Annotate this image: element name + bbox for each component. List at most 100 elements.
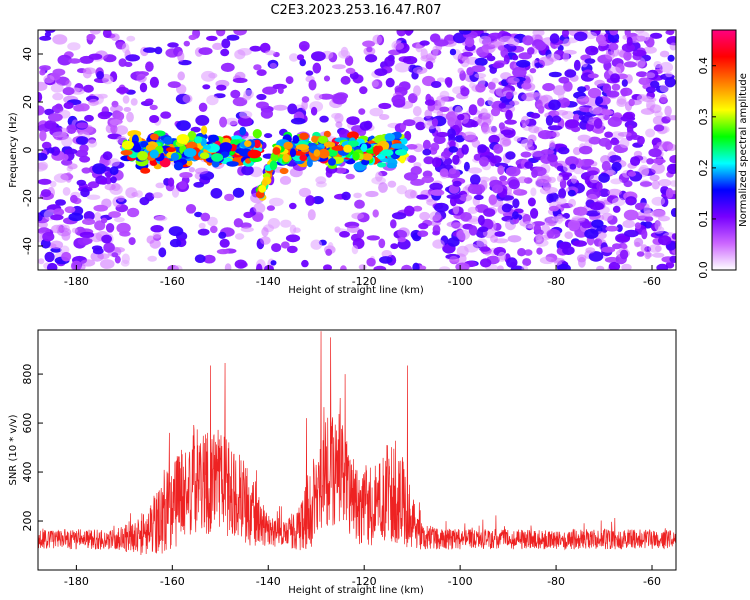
spectrogram-cell (64, 148, 78, 155)
colorbar-tick-label: 0.0 (697, 261, 710, 279)
spectrogram-cell (612, 205, 621, 213)
spectrogram-cell (261, 227, 269, 237)
spectrogram-cell (461, 56, 470, 64)
spectrogram-signal-cell (306, 159, 313, 168)
spectrogram-cell (669, 255, 676, 263)
spectrogram-cell (626, 124, 634, 134)
spectrogram-cell (476, 238, 488, 248)
spectrogram-cell (609, 138, 620, 146)
spectrogram-cell (463, 161, 470, 172)
spectrogram-cell (548, 99, 561, 111)
spectrogram-cell (216, 30, 226, 37)
spectrogram-cell (424, 109, 433, 119)
spectrogram-cell (595, 34, 606, 44)
spectrogram-cell (585, 45, 599, 56)
spectrogram-cell (634, 241, 641, 248)
spectrogram-cell (659, 84, 670, 93)
spectrogram-cell (62, 87, 75, 96)
spectrogram-cell (117, 195, 125, 202)
spectrogram-cell (533, 91, 542, 101)
spectrogram-cell (86, 33, 96, 41)
spectrogram-cell (455, 262, 470, 270)
spectrogram-cell (423, 156, 435, 165)
colorbar-tick-label: 0.4 (697, 57, 710, 75)
spectrogram-cell (105, 124, 114, 134)
spectrogram-cell (547, 154, 558, 163)
spectrogram-cell (240, 226, 254, 233)
spectrogram-cell (130, 98, 138, 106)
spectrogram-cell (537, 175, 552, 184)
spectrogram-cell (497, 265, 504, 270)
spectrogram-cell (338, 50, 351, 59)
spectrogram-cell (594, 30, 601, 35)
spectrogram-cell (271, 243, 282, 253)
spectrogram-cell (408, 93, 418, 104)
spectrogram-cell (624, 229, 639, 238)
spectrogram-signal-cell (239, 126, 247, 136)
spectrogram-cell (381, 250, 393, 258)
spectrogram-cell (149, 115, 160, 123)
spectrogram-cell (234, 259, 247, 269)
spectrogram-cell (173, 265, 183, 270)
y-tick-label: 20 (21, 95, 34, 109)
spectrogram-cell (51, 104, 64, 114)
spectrogram-cell (79, 144, 89, 153)
spectrogram-cell (80, 259, 96, 267)
spectrogram-plot: -180 -160 -140 -120 -100 -80 -60 -40 -20 0 20 40 H… (8, 29, 677, 296)
snr-plot: -180 -160 -140 -120 -100 -80 -60 200400600800 … (8, 329, 677, 596)
spectrogram-cell (206, 95, 219, 106)
spectrogram-cell (521, 264, 529, 270)
spectrogram-cell (47, 147, 55, 154)
spectrogram-cell (396, 185, 408, 195)
spectrogram-cell (115, 125, 129, 136)
spectrogram-cell (379, 256, 393, 264)
spectrogram-cell (551, 131, 560, 138)
spectrogram-cell (67, 163, 78, 170)
spectrogram-signal-cell (282, 153, 290, 163)
spectrogram-signal-cell (173, 161, 184, 171)
spectrogram-cell (492, 184, 504, 194)
spectrogram-cell (373, 265, 387, 270)
spectrogram-cell (339, 231, 350, 238)
spectrogram-cell (61, 251, 72, 262)
spectrogram-signal-cell (201, 125, 208, 135)
spectrogram-cell (374, 68, 388, 76)
spectrogram-cell (505, 109, 513, 121)
spectrogram-cell (623, 209, 639, 221)
spectrogram-cell (48, 113, 63, 122)
spectrogram-cell (468, 104, 478, 116)
spectrogram-signal-cell (384, 133, 396, 142)
spectrogram-cell (622, 112, 634, 119)
spectrogram-cell (446, 194, 461, 200)
spectrogram-cell (468, 218, 481, 225)
spectrogram-cell (670, 180, 676, 187)
spectrogram-cell (650, 80, 660, 89)
spectrogram-cell (183, 40, 190, 47)
spectrogram-cell (479, 156, 489, 167)
spectrogram-cell (567, 189, 576, 197)
spectrogram-cell (658, 235, 672, 246)
spectrogram-cell (82, 237, 93, 245)
spectrogram-cell (612, 243, 622, 250)
spectrogram-cell (512, 66, 527, 78)
spectrogram-cell (457, 114, 465, 121)
spectrogram-cell (527, 197, 536, 207)
spectrogram-cell (38, 162, 48, 172)
spectrogram-cell (57, 54, 72, 66)
spectrogram-signal-cell (347, 131, 359, 141)
spectrogram-signal-cell (247, 149, 262, 159)
spectrogram-cell (490, 234, 498, 243)
spectrogram-cell (219, 116, 228, 128)
spectrogram-cell (448, 146, 459, 153)
spectrogram-cell (419, 211, 430, 221)
spectrogram-cell (410, 178, 425, 186)
spectrogram-signal-cell (328, 158, 336, 166)
spectrogram-cell (268, 197, 284, 207)
spectrogram-cell (601, 246, 616, 253)
y-tick-label: 200 (21, 511, 34, 532)
spectrogram-cell (243, 211, 254, 219)
spectrogram-cell (122, 95, 130, 104)
spectrogram-cell (340, 265, 347, 270)
spectrogram-cell (417, 230, 429, 237)
